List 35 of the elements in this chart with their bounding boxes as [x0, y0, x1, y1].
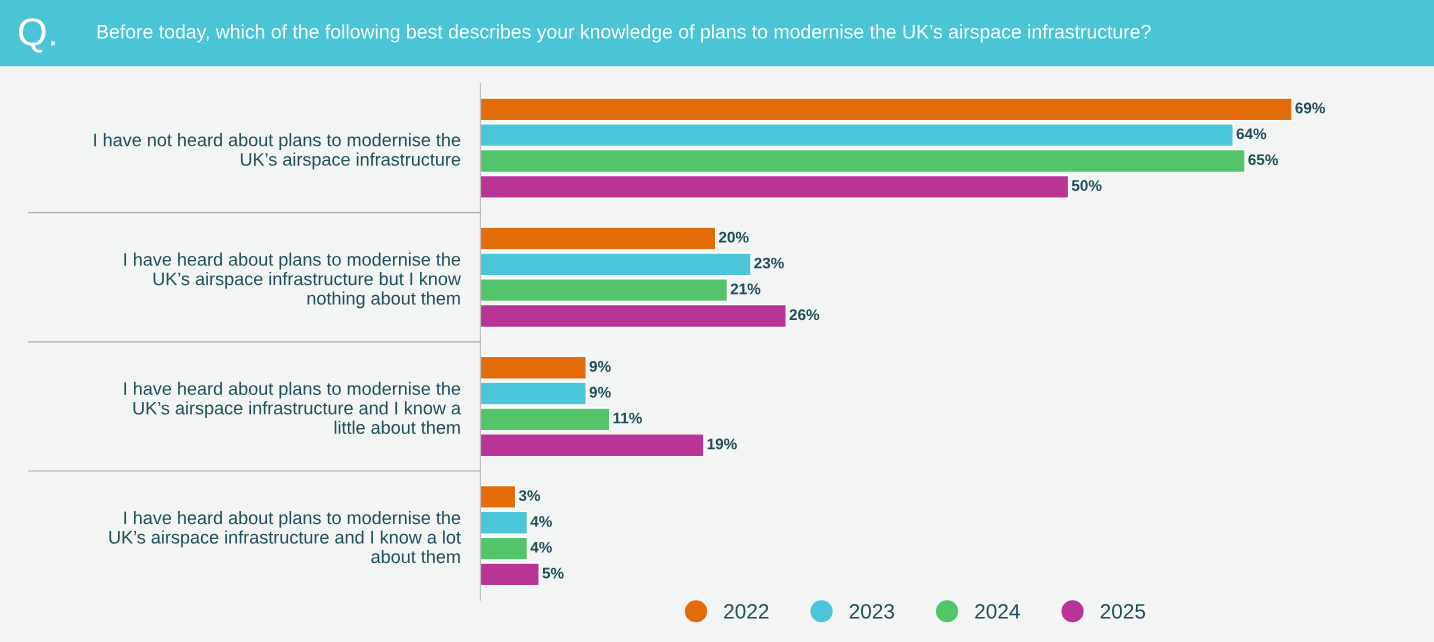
bar: [480, 174, 1070, 199]
data-label: 50%: [1071, 180, 1102, 191]
data-label: 23%: [754, 257, 784, 269]
data-label: 9%: [589, 360, 611, 372]
data-label: 20%: [718, 231, 749, 243]
text: Q.: [19, 18, 55, 53]
bar: [480, 278, 729, 303]
data-label: 9%: [589, 386, 611, 398]
data-label: 3%: [518, 490, 541, 502]
data-label: 4%: [530, 516, 552, 527]
data-label: 65%: [1248, 154, 1278, 166]
legend-label: 2022: [724, 603, 769, 619]
legend-label: 2025: [1100, 603, 1146, 619]
y-tick-label: I have not heard about plans to modernise the UK’s airspace infrastructure: [94, 133, 461, 170]
bar: [480, 433, 705, 458]
data-label: 26%: [789, 309, 820, 321]
chart-title: Before today, which of the following best describes your knowledge of plans to modernise the UK’s airspace infrastructure?: [97, 24, 1151, 43]
y-tick-label: I have heard about plans to modernise the UK’s airspace infrastructure and I know a lot about them: [109, 510, 461, 564]
legend-label: 2023: [849, 603, 895, 619]
data-label: 64%: [1236, 128, 1267, 140]
data-label: 11%: [613, 412, 642, 424]
bar: [480, 510, 529, 535]
data-label: 4%: [530, 541, 552, 553]
y-tick-label: I have heard about plans to modernise the UK’s airspace infrastructure but I know nothing about them: [124, 252, 462, 309]
bar: [480, 484, 517, 509]
bar: [480, 123, 1234, 148]
data-label: 21%: [730, 283, 761, 295]
bar: [480, 303, 787, 329]
legend-label: 2024: [975, 603, 1020, 619]
bar: [480, 148, 1246, 174]
y-tick-label: I have heard about plans to modernise the UK’s airspace infrastructure and I know a little about them: [124, 381, 461, 434]
data-label: 5%: [542, 567, 564, 579]
data-label: 19%: [707, 438, 737, 450]
data-label: 69%: [1295, 102, 1326, 114]
bar: [480, 97, 1293, 122]
